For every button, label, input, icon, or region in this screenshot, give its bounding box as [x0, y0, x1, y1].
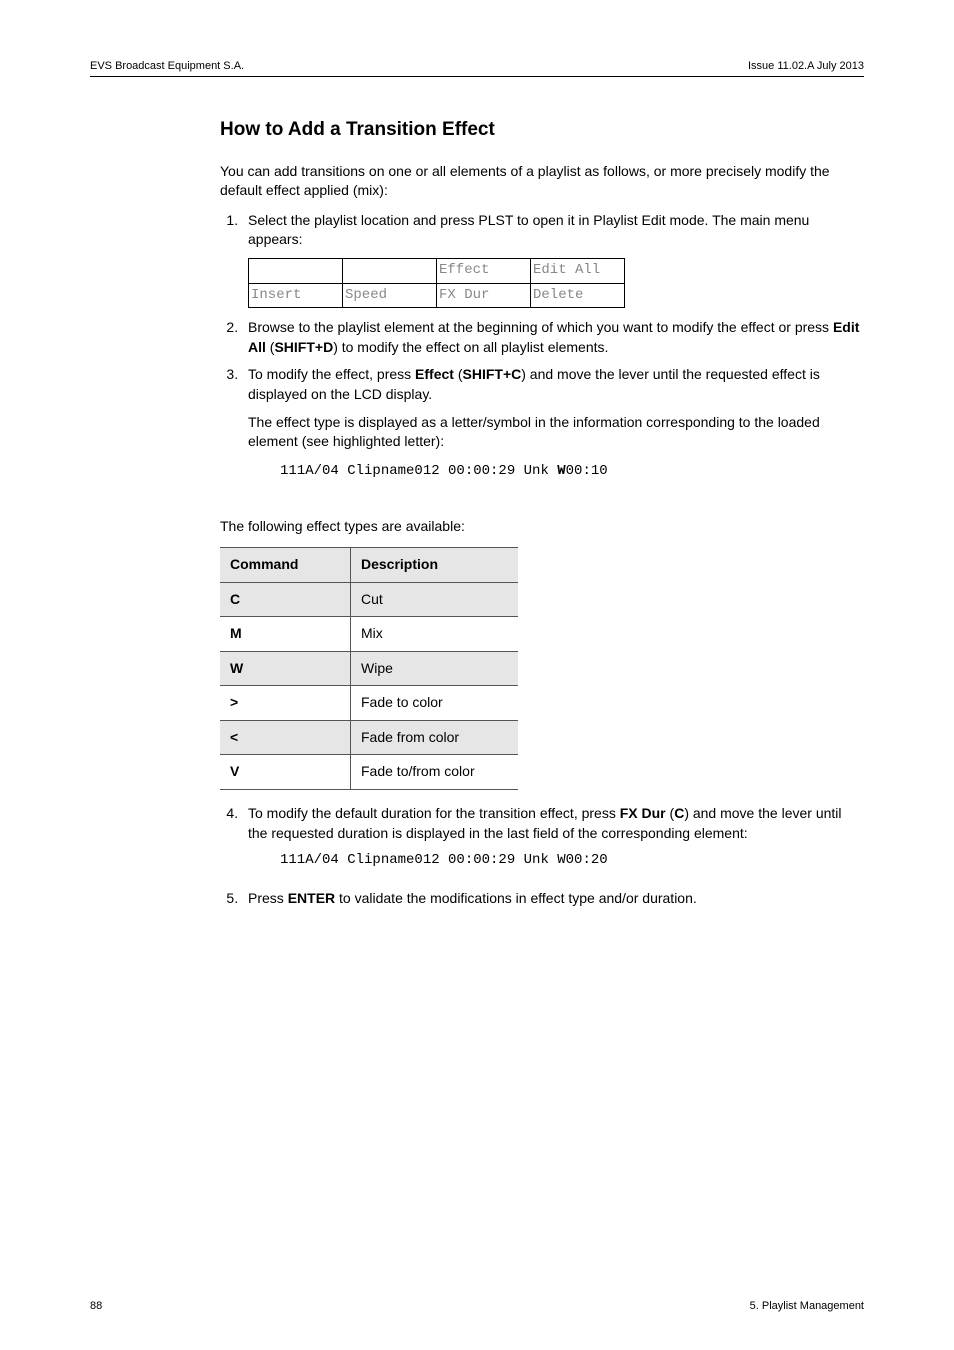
table-row: >Fade to color [220, 686, 518, 721]
step-4: To modify the default duration for the t… [242, 804, 864, 843]
lcd-cell: Delete [531, 283, 625, 308]
bold: SHIFT+D [274, 339, 333, 355]
steps-list-cont3: Press ENTER to validate the modification… [220, 889, 864, 909]
lcd-cell [343, 258, 437, 283]
desc-cell: Mix [351, 617, 519, 652]
page: EVS Broadcast Equipment S.A. Issue 11.02… [0, 0, 954, 1350]
bold: SHIFT+C [463, 366, 522, 382]
text: ( [666, 805, 675, 821]
cmd-cell: W [220, 651, 351, 686]
header-right: Issue 11.02.A July 2013 [748, 60, 864, 72]
content-block: How to Add a Transition Effect You can a… [220, 117, 864, 908]
page-number: 88 [90, 1300, 102, 1312]
step-3: To modify the effect, press Effect (SHIF… [242, 365, 864, 404]
steps-list-cont2: To modify the default duration for the t… [220, 804, 864, 843]
text: To modify the default duration for the t… [248, 805, 620, 821]
lcd-cell: Speed [343, 283, 437, 308]
desc-cell: Fade to/from color [351, 755, 519, 790]
table-row: WWipe [220, 651, 518, 686]
steps-list: Select the playlist location and press P… [220, 211, 864, 250]
cmd-cell: > [220, 686, 351, 721]
table-header-command: Command [220, 547, 351, 582]
step-1: Select the playlist location and press P… [242, 211, 864, 250]
desc-cell: Fade from color [351, 720, 519, 755]
bold: FX Dur [620, 805, 666, 821]
desc-cell: Fade to color [351, 686, 519, 721]
intro-paragraph: You can add transitions on one or all el… [220, 162, 864, 201]
page-footer: 88 5. Playlist Management [90, 1300, 864, 1312]
step-5: Press ENTER to validate the modification… [242, 889, 864, 909]
text: ( [454, 366, 463, 382]
bold: ENTER [288, 890, 335, 906]
section-title: How to Add a Transition Effect [220, 117, 864, 144]
effect-types-table: Command Description CCut MMix WWipe >Fad… [220, 547, 518, 790]
step-2: Browse to the playlist element at the be… [242, 318, 864, 357]
lcd-cell: Insert [249, 283, 343, 308]
lcd-cell: Effect [437, 258, 531, 283]
text: Browse to the playlist element at the be… [248, 319, 833, 335]
desc-cell: Wipe [351, 651, 519, 686]
header-left: EVS Broadcast Equipment S.A. [90, 60, 244, 72]
mono-bold: W [557, 463, 565, 479]
text: ) to modify the effect on all playlist e… [333, 339, 608, 355]
mono-example-1: 111A/04 Clipname012 00:00:29 Unk W00:10 [280, 462, 864, 482]
table-row: MMix [220, 617, 518, 652]
text: to validate the modifications in effect … [335, 890, 697, 906]
mono-text: 111A/04 Clipname012 00:00:29 Unk [280, 463, 557, 479]
cmd-cell: M [220, 617, 351, 652]
mono-example-2: 111A/04 Clipname012 00:00:29 Unk W00:20 [280, 851, 864, 871]
step-3-note: The effect type is displayed as a letter… [248, 413, 864, 452]
cmd-cell: C [220, 582, 351, 617]
steps-list-cont: Browse to the playlist element at the be… [220, 318, 864, 404]
table-header-description: Description [351, 547, 519, 582]
bold: Effect [415, 366, 454, 382]
lcd-cell [249, 258, 343, 283]
desc-cell: Cut [351, 582, 519, 617]
effect-table-intro: The following effect types are available… [220, 517, 864, 537]
lcd-cell: Edit All [531, 258, 625, 283]
lcd-cell: FX Dur [437, 283, 531, 308]
text: To modify the effect, press [248, 366, 415, 382]
bold: C [674, 805, 684, 821]
table-row: CCut [220, 582, 518, 617]
lcd-menu-table: Effect Edit All Insert Speed FX Dur Dele… [248, 258, 625, 308]
text: Press [248, 890, 288, 906]
table-row: VFade to/from color [220, 755, 518, 790]
cmd-cell: < [220, 720, 351, 755]
table-row: <Fade from color [220, 720, 518, 755]
section-name: 5. Playlist Management [750, 1300, 864, 1312]
cmd-cell: V [220, 755, 351, 790]
page-header: EVS Broadcast Equipment S.A. Issue 11.02… [90, 60, 864, 77]
mono-text: 00:10 [566, 463, 608, 479]
